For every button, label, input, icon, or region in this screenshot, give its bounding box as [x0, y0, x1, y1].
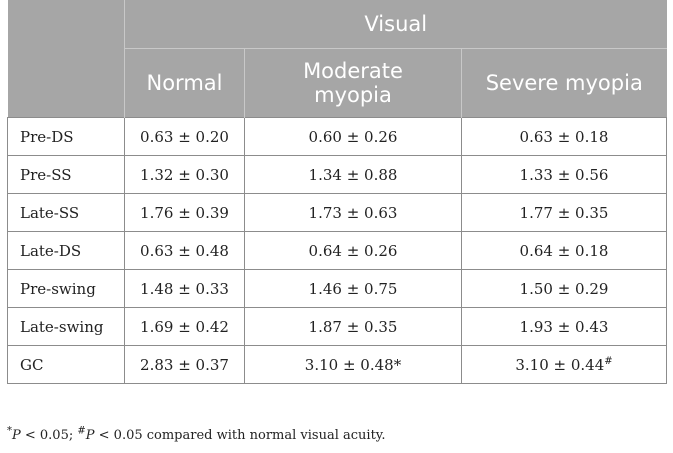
table-row: Late-DS 0.63 ± 0.48 0.64 ± 0.26 0.64 ± 0.18 — [7, 231, 668, 270]
table-cell: 1.76 ± 0.39 — [124, 193, 245, 232]
table-cell: 1.50 ± 0.29 — [460, 269, 668, 308]
footnote-condition-1: < 0.05; — [20, 428, 78, 443]
table-body: Pre-DS 0.63 ± 0.20 0.60 ± 0.26 0.63 ± 0.18 P… — [7, 117, 668, 384]
table-row: Pre-DS 0.63 ± 0.20 0.60 ± 0.26 0.63 ± 0.18 — [7, 117, 668, 156]
column-header-moderate-myopia: Moderate myopia — [244, 48, 462, 118]
table-cell: 0.60 ± 0.26 — [244, 117, 462, 156]
footnote-p-symbol: P — [12, 428, 21, 443]
table-cell: 1.46 ± 0.75 — [244, 269, 462, 308]
table-cell: 0.64 ± 0.18 — [460, 231, 668, 270]
table-row: Pre-swing 1.48 ± 0.33 1.46 ± 0.75 1.50 ± 0.… — [7, 269, 668, 308]
row-label: GC — [7, 345, 125, 384]
footnote-mark-hash: # — [77, 425, 86, 437]
table-cell: 1.48 ± 0.33 — [124, 269, 245, 308]
footnote-p-symbol-2: P — [85, 428, 95, 443]
table-row: GC 2.83 ± 0.37 3.10 ± 0.48* 3.10 ± 0.44# — [7, 345, 668, 384]
table-cell: 1.87 ± 0.35 — [244, 307, 462, 346]
table-cell: 3.10 ± 0.44# — [460, 345, 668, 384]
table-cell: 0.63 ± 0.20 — [124, 117, 245, 156]
header-corner — [7, 0, 125, 118]
group-header-visual: Visual — [124, 0, 667, 49]
row-label: Pre-SS — [7, 155, 125, 194]
row-label: Pre-swing — [7, 269, 125, 308]
column-header-severe-myopia: Severe myopia — [460, 48, 667, 118]
table-row: Late-SS 1.76 ± 0.39 1.73 ± 0.63 1.77 ± 0.35 — [7, 193, 668, 232]
table-row: Late-swing 1.69 ± 0.42 1.87 ± 0.35 1.93 ± 0… — [7, 307, 668, 346]
table-cell: 3.10 ± 0.48* — [244, 345, 462, 384]
table-cell: 1.93 ± 0.43 — [460, 307, 668, 346]
row-label: Late-DS — [7, 231, 125, 270]
significance-mark: # — [604, 355, 613, 367]
table-cell: 2.83 ± 0.37 — [124, 345, 245, 384]
table-cell: 1.77 ± 0.35 — [460, 193, 668, 232]
row-label: Late-swing — [7, 307, 125, 346]
table-cell: 0.63 ± 0.18 — [460, 117, 668, 156]
table-cell: 1.34 ± 0.88 — [244, 155, 462, 194]
row-label: Pre-DS — [7, 117, 125, 156]
table-cell: 1.69 ± 0.42 — [124, 307, 245, 346]
table-cell: 1.33 ± 0.56 — [460, 155, 668, 194]
table-row: Pre-SS 1.32 ± 0.30 1.34 ± 0.88 1.33 ± 0.56 — [7, 155, 668, 194]
footnote-mark-asterisk: * — [7, 425, 12, 437]
table-cell: 1.32 ± 0.30 — [124, 155, 245, 194]
footnote: *P < 0.05; #P < 0.05 compared with norma… — [7, 425, 386, 443]
table-cell: 0.64 ± 0.26 — [244, 231, 462, 270]
table-cell: 1.73 ± 0.63 — [244, 193, 462, 232]
row-label: Late-SS — [7, 193, 125, 232]
cell-value: 3.10 ± 0.44 — [515, 355, 605, 374]
table-cell: 0.63 ± 0.48 — [124, 231, 245, 270]
column-header-normal: Normal — [124, 48, 245, 118]
column-header-moderate-myopia-label: Moderate myopia — [303, 59, 403, 107]
data-table: Visual Normal Moderate myopia Severe myop… — [7, 0, 668, 384]
footnote-condition-2: < 0.05 compared with normal visual acuit… — [94, 428, 386, 443]
